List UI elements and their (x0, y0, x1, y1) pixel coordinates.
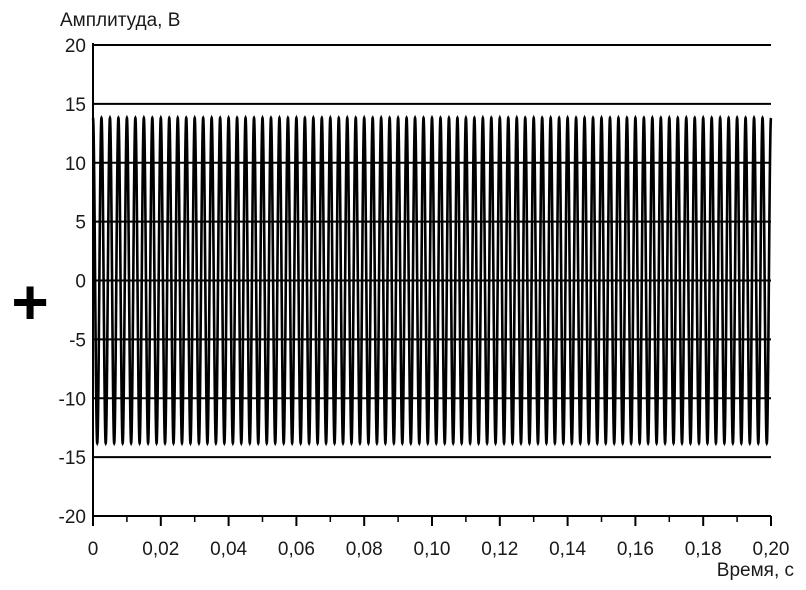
y-tick-label: 10 (65, 154, 86, 175)
x-tick-label: 0,18 (685, 539, 722, 560)
y-axis-label: Амплитуда, В (60, 10, 180, 31)
x-axis-label: Время, с (717, 560, 794, 581)
x-tick-label: 0 (88, 539, 99, 560)
y-tick-label: -5 (69, 330, 86, 351)
series-line-signal (91, 114, 773, 447)
plus-marker: + (11, 266, 48, 338)
x-tick-label: 0,06 (278, 539, 315, 560)
x-tick-label: 0,02 (142, 539, 179, 560)
y-tick-label: 0 (75, 272, 86, 293)
x-tick-label: 0,16 (617, 539, 654, 560)
x-tick-labels: 0 0,02 0,04 0,06 0,08 0,10 0,12 0,14 0,16 0,18 0,2… (88, 539, 790, 560)
x-tick-label: 0,14 (549, 539, 586, 560)
x-tick-label: 0,12 (481, 539, 518, 560)
y-tick-label: 15 (65, 95, 86, 116)
y-tick-label: -20 (59, 507, 86, 528)
y-tick-label: 20 (65, 36, 86, 57)
x-tick-label: 0,10 (414, 539, 451, 560)
y-tick-label: -15 (59, 448, 86, 469)
tick-marks (92, 516, 772, 526)
y-tick-labels: 20 15 10 5 0 -5 -10 -15 -20 (59, 36, 86, 528)
x-tick-label: 0,04 (210, 539, 247, 560)
x-tick-label: 0,20 (753, 539, 790, 560)
y-tick-label: -10 (59, 389, 86, 410)
y-tick-label: 5 (75, 213, 86, 234)
x-tick-label: 0,08 (346, 539, 383, 560)
